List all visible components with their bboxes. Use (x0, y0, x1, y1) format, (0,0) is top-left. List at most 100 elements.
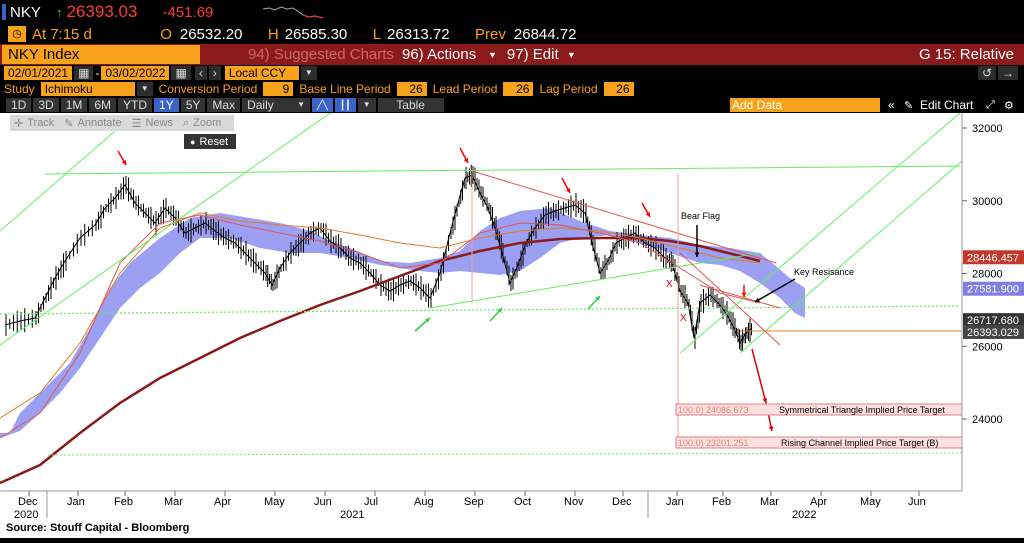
target1-value: 100.0) 24086.673 (678, 405, 749, 415)
lag-label: Lag Period (539, 82, 598, 96)
period-6m[interactable]: 6M (89, 98, 117, 112)
y-tick-label: 28000 (972, 269, 1003, 281)
expand-icon[interactable]: ⤢ (986, 98, 995, 111)
undo-icon[interactable]: ↺ (977, 66, 996, 80)
prev-arrow-icon[interactable]: ‹ (194, 66, 207, 80)
chevron-down-icon: ▼ (566, 49, 576, 60)
study-label: Study (4, 82, 35, 96)
conversion-label: Conversion Period (158, 82, 258, 96)
conversion-input[interactable]: 9 (263, 82, 294, 96)
study-select[interactable]: Ichimoku (40, 82, 135, 96)
end-date-input[interactable]: 03/02/2022 (101, 66, 170, 80)
rising-channel-line (739, 160, 963, 354)
reset-icon: ● (190, 136, 196, 147)
news-icon[interactable]: ☰ (131, 117, 142, 130)
key-resistance-label: Key Resisance (794, 267, 854, 277)
bear-flag-label: Bear Flag (681, 211, 720, 221)
lead-input[interactable]: 26 (503, 82, 534, 96)
period-max[interactable]: Max (207, 98, 241, 112)
lag-input[interactable]: 26 (603, 82, 634, 96)
y-tick-label: 26000 (972, 341, 1003, 353)
period-1y[interactable]: 1Y (154, 98, 179, 112)
y-tick-label: 30000 (972, 196, 1003, 208)
arrow-up-icon: ↑ (56, 4, 63, 20)
gear-icon[interactable]: ⚙ (1004, 99, 1014, 112)
target-line (47, 452, 963, 456)
track-tool[interactable]: Track (27, 117, 55, 129)
x-tick-label: Mar (760, 496, 779, 508)
x-tick-label: Jan (67, 496, 85, 508)
x-tick-label: Mar (164, 496, 183, 508)
period-5y[interactable]: 5Y (180, 98, 206, 112)
prev-label: Prev (475, 25, 506, 43)
arrow-right-icon[interactable]: → (998, 66, 1018, 80)
target2-value: 100.0) 23201.251 (678, 438, 749, 448)
chevron-down-icon: ▼ (488, 49, 497, 60)
period-3d[interactable]: 3D (33, 98, 59, 112)
x-tick-label: Feb (114, 496, 133, 508)
open-label: O (160, 25, 172, 43)
add-data-placeholder: Add Data (732, 98, 783, 112)
suggested-charts-button[interactable]: 94) Suggested Charts (248, 46, 394, 63)
last-price: 26393.03 (66, 2, 138, 21)
zoom-icon[interactable]: ⌕ (182, 116, 190, 129)
period-1m[interactable]: 1M (60, 98, 88, 112)
calendar-icon[interactable]: ▦ (171, 66, 191, 80)
reset-button[interactable]: ● Reset (184, 134, 236, 149)
x-mark: X (680, 313, 687, 324)
ticker-symbol: NKY (10, 3, 41, 21)
chevron-down-icon[interactable]: ▼ (357, 98, 376, 112)
triangle-base-line (429, 252, 761, 309)
chevron-down-icon[interactable]: ▼ (300, 66, 317, 80)
x-tick-label: Feb (712, 496, 731, 508)
crosshair-icon[interactable]: ✛ (14, 117, 24, 130)
period-1d[interactable]: 1D (6, 98, 32, 112)
time-value: 7:15 d (50, 25, 92, 43)
period-ytd[interactable]: YTD (118, 98, 153, 112)
next-arrow-icon[interactable]: › (208, 66, 221, 80)
security-field[interactable]: NKY Index (2, 45, 200, 64)
time-label: At (32, 25, 47, 43)
start-date-input[interactable]: 02/01/2021 (4, 66, 73, 80)
price-chart[interactable]: Bear Flag Key Resisance X X 100.0) 24086.673… (0, 112, 1024, 538)
x-year-label: 2020 (14, 509, 38, 521)
edit-menu[interactable]: 97) Edit (506, 46, 559, 63)
pencil-icon[interactable]: ✎ (904, 99, 914, 112)
bar-chart-icon[interactable]: ┃┃ (334, 98, 356, 112)
resistance-line (44, 165, 961, 175)
channel-line (0, 112, 331, 346)
open-value: 26532.20 (179, 25, 243, 43)
currency-select[interactable]: Local CCY (224, 66, 299, 80)
calendar-icon[interactable]: ▦ (74, 66, 94, 80)
add-data-input[interactable]: Add Data (730, 98, 880, 112)
price-label (963, 313, 1024, 328)
flag-line (679, 252, 781, 346)
low-label: L (372, 25, 382, 43)
x-tick-label: Sep (464, 496, 484, 508)
actions-menu[interactable]: 96) Actions (402, 46, 477, 63)
delay-clock-icon[interactable]: ◷ (8, 26, 26, 42)
high-label: H (267, 25, 279, 43)
x-tick-label: Jul (364, 496, 378, 508)
table-button[interactable]: Table (377, 98, 444, 112)
x-tick-label: Oct (514, 496, 531, 508)
target2-label: Rising Channel Implied Price Target (B) (781, 438, 938, 448)
x-tick-label: Apr (214, 496, 231, 508)
line-chart-icon[interactable]: ╱╲ (312, 98, 333, 112)
source-credit: Source: Stouff Capital - Bloomberg (6, 522, 189, 534)
news-tool[interactable]: News (145, 117, 173, 129)
y-axis: 32000 30000 28000 26000 24000 (962, 123, 1003, 426)
pencil-icon[interactable]: ✎ (64, 117, 74, 130)
collapse-icon[interactable]: « (888, 98, 895, 112)
chevron-down-icon[interactable]: ▼ (136, 82, 153, 96)
x-tick-label: Aug (414, 496, 434, 508)
zoom-tool[interactable]: Zoom (193, 117, 222, 129)
chevron-down-icon[interactable]: ▼ (292, 98, 310, 112)
base-line-input[interactable]: 26 (396, 82, 427, 96)
price-label (963, 281, 1024, 296)
frequency-select[interactable]: Daily (242, 98, 295, 112)
annotate-tool[interactable]: Annotate (77, 117, 122, 129)
x-axis: Dec Jan Feb Mar Apr May Jun Jul Aug Sep Oct Nov Dec J… (14, 491, 926, 521)
edit-chart-button[interactable]: Edit Chart (920, 98, 974, 112)
